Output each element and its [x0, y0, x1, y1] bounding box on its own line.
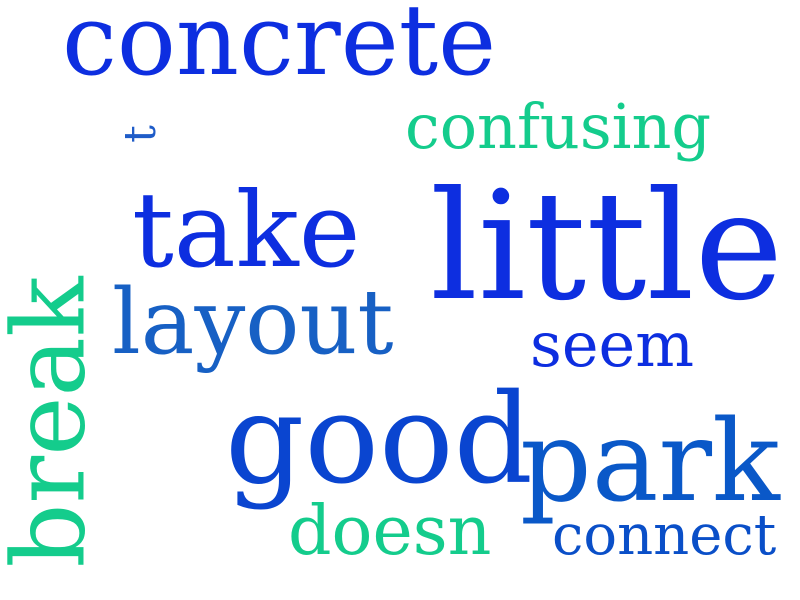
word-layout: layout [112, 270, 394, 375]
word-break: break [0, 276, 108, 568]
word-seem: seem [530, 308, 694, 381]
word-park: park [520, 397, 780, 527]
word-doesn: doesn [288, 492, 492, 571]
word-good: good [225, 368, 534, 512]
word-take: take [132, 169, 361, 291]
word-t: t [114, 125, 166, 143]
word-confusing: confusing [405, 90, 712, 163]
word-connect: connect [552, 503, 777, 568]
word-concrete: concrete [62, 0, 497, 98]
word-little: little [430, 160, 784, 334]
